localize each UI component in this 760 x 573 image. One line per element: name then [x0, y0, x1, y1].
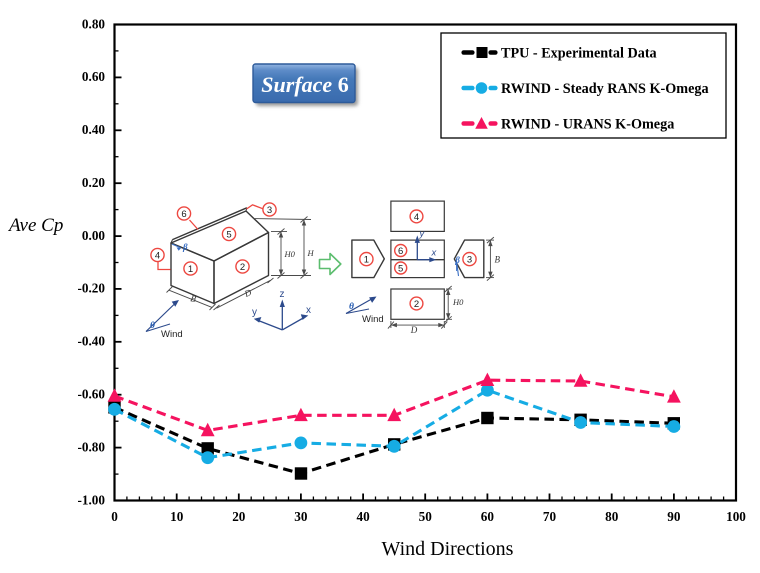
svg-text:3: 3: [467, 255, 472, 266]
svg-text:-1.00: -1.00: [78, 492, 106, 507]
svg-text:30: 30: [294, 509, 308, 524]
svg-text:0.60: 0.60: [82, 69, 105, 84]
svg-text:Wind: Wind: [362, 314, 384, 325]
svg-text:5: 5: [398, 263, 403, 274]
svg-text:x: x: [431, 248, 438, 259]
svg-text:D: D: [242, 287, 253, 299]
svg-text:1: 1: [188, 264, 193, 275]
svg-text:90: 90: [667, 509, 681, 524]
svg-text:B: B: [190, 293, 198, 304]
svg-text:10: 10: [170, 509, 184, 524]
svg-text:80: 80: [605, 509, 619, 524]
svg-text:4: 4: [155, 250, 160, 261]
svg-text:50: 50: [419, 509, 433, 524]
svg-text:β: β: [182, 242, 188, 252]
svg-text:100: 100: [726, 509, 746, 524]
svg-text:2: 2: [240, 262, 245, 273]
svg-text:0.20: 0.20: [82, 175, 105, 190]
svg-text:6: 6: [398, 246, 403, 257]
svg-text:Surface 6: Surface 6: [261, 72, 348, 97]
svg-text:x: x: [306, 305, 311, 316]
svg-text:20: 20: [232, 509, 246, 524]
svg-text:40: 40: [357, 509, 371, 524]
svg-text:z: z: [280, 289, 285, 300]
svg-text:y: y: [419, 229, 426, 240]
svg-text:RWIND - Steady RANS K-Omega: RWIND - Steady RANS K-Omega: [501, 81, 709, 97]
svg-text:70: 70: [543, 509, 557, 524]
svg-text:H: H: [307, 248, 315, 258]
svg-text:H0: H0: [452, 297, 464, 307]
svg-text:-0.80: -0.80: [78, 439, 106, 454]
svg-text:0.40: 0.40: [82, 122, 105, 137]
svg-text:B: B: [495, 255, 501, 265]
svg-text:Wind: Wind: [161, 329, 183, 340]
svg-text:-0.60: -0.60: [78, 387, 106, 402]
svg-text:Ave Cp: Ave Cp: [7, 215, 63, 236]
svg-text:y: y: [252, 307, 257, 318]
svg-text:4: 4: [414, 212, 419, 223]
svg-text:TPU - Experimental Data: TPU - Experimental Data: [501, 46, 657, 62]
svg-text:0.00: 0.00: [82, 228, 105, 243]
svg-text:3: 3: [267, 205, 272, 216]
svg-text:θ: θ: [349, 302, 354, 312]
svg-text:θ: θ: [150, 321, 155, 331]
svg-text:2: 2: [414, 299, 419, 310]
svg-text:H0: H0: [284, 249, 296, 259]
svg-text:RWIND - URANS K-Omega: RWIND - URANS K-Omega: [501, 117, 674, 133]
svg-text:-0.20: -0.20: [78, 281, 106, 296]
svg-text:60: 60: [481, 509, 495, 524]
svg-text:-0.40: -0.40: [78, 334, 106, 349]
svg-text:5: 5: [226, 229, 231, 240]
svg-text:0.80: 0.80: [82, 16, 105, 31]
svg-text:Wind Directions: Wind Directions: [382, 538, 514, 560]
svg-text:1: 1: [364, 255, 369, 266]
svg-text:6: 6: [181, 209, 186, 220]
svg-text:D: D: [410, 325, 418, 335]
svg-text:β: β: [454, 255, 460, 265]
svg-text:0: 0: [111, 509, 118, 524]
